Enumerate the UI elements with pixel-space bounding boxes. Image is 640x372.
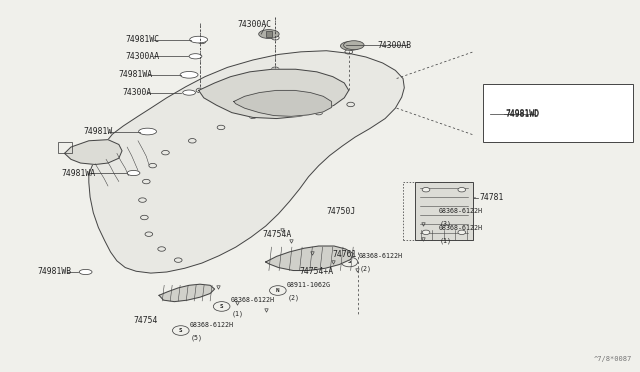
Text: 08368-6122H: 08368-6122H (189, 321, 234, 328)
Text: (3): (3) (440, 221, 452, 227)
Text: 74981WA: 74981WA (61, 169, 95, 177)
Circle shape (213, 302, 230, 311)
Text: (2): (2) (288, 294, 300, 301)
Ellipse shape (127, 170, 140, 176)
Text: (2): (2) (360, 266, 372, 272)
Text: 74300AB: 74300AB (378, 41, 412, 50)
Text: 08368-6122H: 08368-6122H (439, 208, 483, 214)
Polygon shape (159, 284, 214, 302)
Ellipse shape (189, 36, 207, 43)
Ellipse shape (491, 112, 504, 117)
Circle shape (422, 187, 430, 192)
Text: 74754+A: 74754+A (300, 267, 333, 276)
Ellipse shape (139, 128, 157, 135)
Text: 74761: 74761 (333, 250, 357, 259)
Text: 74981WB: 74981WB (38, 267, 72, 276)
Text: 08368-6122H: 08368-6122H (358, 253, 403, 259)
Text: 74754: 74754 (134, 316, 158, 325)
Text: 74300AA: 74300AA (125, 52, 159, 61)
Text: 08368-6122H: 08368-6122H (439, 225, 483, 231)
Text: ^7/8*0087: ^7/8*0087 (593, 356, 632, 362)
Polygon shape (198, 69, 349, 119)
Text: 08911-1062G: 08911-1062G (287, 282, 331, 288)
Circle shape (422, 212, 438, 222)
Polygon shape (266, 246, 353, 270)
Bar (415, 182, 473, 240)
Polygon shape (234, 90, 332, 116)
Text: S: S (428, 215, 431, 219)
Text: (1): (1) (232, 310, 244, 317)
Polygon shape (65, 140, 122, 164)
Text: S: S (348, 260, 351, 264)
Bar (58, 141, 72, 153)
Ellipse shape (344, 41, 364, 49)
Text: N: N (276, 288, 280, 293)
Text: S: S (179, 328, 182, 333)
Ellipse shape (182, 90, 195, 95)
Text: 74981WA: 74981WA (119, 70, 153, 79)
Ellipse shape (259, 30, 279, 38)
Circle shape (341, 257, 358, 267)
Text: 08368-6122H: 08368-6122H (230, 298, 275, 304)
Ellipse shape (340, 41, 361, 50)
Text: (1): (1) (440, 238, 452, 244)
Circle shape (173, 326, 189, 335)
Circle shape (269, 286, 286, 295)
Text: (5): (5) (191, 334, 203, 341)
Ellipse shape (79, 269, 92, 275)
Circle shape (422, 230, 430, 235)
Polygon shape (89, 51, 404, 273)
Text: 74781: 74781 (479, 193, 504, 202)
Text: 74981WC: 74981WC (125, 35, 159, 44)
Circle shape (458, 230, 466, 235)
Text: 74300AC: 74300AC (237, 20, 271, 29)
Ellipse shape (180, 71, 198, 78)
Text: 74981WD: 74981WD (505, 110, 540, 119)
Circle shape (422, 230, 438, 239)
Text: S: S (220, 304, 223, 309)
Text: S: S (428, 232, 431, 237)
Text: 74981W: 74981W (84, 127, 113, 136)
Ellipse shape (189, 54, 202, 59)
Text: 74750J: 74750J (326, 208, 356, 217)
Bar (483, 84, 633, 141)
Circle shape (458, 187, 466, 192)
Text: 74981WD: 74981WD (505, 109, 540, 118)
Text: 74754A: 74754A (262, 230, 292, 240)
Text: 74300A: 74300A (122, 88, 151, 97)
